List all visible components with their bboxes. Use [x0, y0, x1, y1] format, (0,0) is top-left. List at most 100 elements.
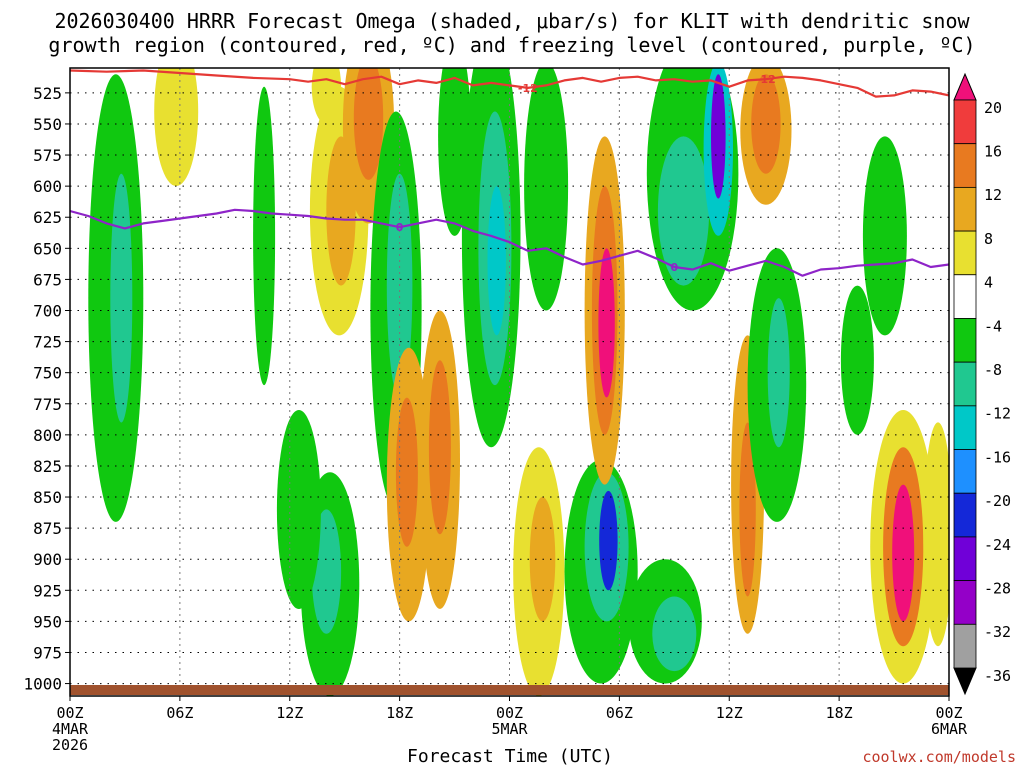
colorbar-label-12: -32 — [984, 623, 1011, 641]
colorbar-label-10: -24 — [984, 536, 1011, 554]
y-tick-label-575: 575 — [33, 146, 62, 165]
x-tick-label-36-1: 12Z — [716, 704, 743, 722]
omega-region-2 — [154, 68, 199, 187]
omega-region-3 — [253, 86, 276, 386]
y-tick-label-850: 850 — [33, 488, 62, 507]
x-tick-label-24-2: 5MAR — [491, 720, 528, 738]
y-tick-label-900: 900 — [33, 550, 62, 569]
x-tick-label-18-1: 18Z — [386, 704, 413, 722]
omega-region-41 — [862, 136, 907, 336]
y-tick-label-750: 750 — [33, 364, 62, 383]
colorbar-label-6: -8 — [984, 361, 1002, 379]
y-tick-label-700: 700 — [33, 301, 62, 320]
colorbar-label-3: 8 — [984, 230, 993, 248]
colorbar-label-1: 16 — [984, 143, 1002, 161]
grid-lines — [70, 68, 949, 696]
y-tick-label-725: 725 — [33, 333, 62, 352]
snow-growth-label-2: -12 — [756, 73, 776, 86]
x-tick-label-12-1: 12Z — [276, 704, 303, 722]
colorbar-label-13: -36 — [984, 667, 1011, 685]
chart-title-line2: growth region (contoured, red, ºC) and f… — [48, 33, 975, 57]
y-tick-label-650: 650 — [33, 239, 62, 258]
colorbar-swatch-4 — [953, 274, 977, 319]
x-tick-label-48-2: 6MAR — [931, 720, 968, 738]
omega-region-48 — [652, 596, 697, 672]
contour-lines: -12 -12 0 0 — [70, 69, 949, 277]
y-tick-label-625: 625 — [33, 208, 62, 227]
y-tick-label-675: 675 — [33, 270, 62, 289]
colorbar-bottom-triangle — [953, 667, 977, 696]
colorbar-label-11: -28 — [984, 580, 1011, 598]
x-tick-label-6-1: 06Z — [166, 704, 193, 722]
omega-region-1 — [110, 173, 133, 423]
omega-region-8 — [353, 68, 384, 180]
omega-region-36 — [739, 422, 756, 597]
omega-region-30 — [598, 248, 615, 398]
y-tick-label-525: 525 — [33, 84, 62, 103]
y-tick-label-825: 825 — [33, 457, 62, 476]
omega-region-27 — [599, 490, 618, 591]
colorbar-label-5: -4 — [984, 317, 1002, 335]
x-tick-label-24-1: 00Z — [496, 704, 523, 722]
omega-region-46 — [923, 422, 949, 647]
y-tick-label-550: 550 — [33, 115, 62, 134]
omega-region-42 — [840, 285, 874, 435]
colorbar-swatch-3 — [953, 230, 977, 276]
x-tick-label-0-2: 4MAR — [52, 720, 89, 738]
omega-region-34 — [711, 74, 726, 199]
colorbar: 20 16 12 8 4 -4 -8 -12 -16 -20 -24 -28 -32 -36 — [953, 72, 1011, 696]
snow-growth-contour-minus12 — [70, 69, 949, 98]
colorbar-swatch-11 — [953, 580, 977, 625]
y-tick-label-600: 600 — [33, 177, 62, 196]
omega-region-14 — [428, 360, 451, 535]
colorbar-swatch-6 — [953, 361, 977, 407]
ground-strip — [70, 685, 949, 695]
omega-region-40 — [767, 298, 790, 448]
x-tick-label-48-1: 00Z — [935, 704, 962, 722]
colorbar-swatch-1 — [953, 143, 977, 188]
y-tick-label-975: 975 — [33, 643, 62, 662]
x-tick-label-0-1: 00Z — [56, 704, 83, 722]
x-tick-label-42-1: 18Z — [826, 704, 853, 722]
y-tick-label-775: 775 — [33, 395, 62, 414]
y-tick-label-925: 925 — [33, 581, 62, 600]
chart-title-line1: 2026030400 HRRR Forecast Omega (shaded, … — [54, 9, 970, 33]
omega-region-17 — [276, 410, 321, 609]
freezing-label-2: 0 — [670, 261, 678, 274]
colorbar-swatch-0 — [953, 99, 977, 145]
colorbar-label-8: -16 — [984, 448, 1011, 466]
colorbar-swatch-9 — [953, 492, 977, 538]
plot-area: -12 -12 0 0 — [69, 67, 950, 697]
colorbar-label-4: 4 — [984, 274, 993, 292]
omega-region-22 — [524, 68, 569, 311]
colorbar-label-0: 20 — [984, 99, 1002, 117]
colorbar-swatch-12 — [953, 623, 977, 669]
credit-text: coolwx.com/models — [862, 748, 1016, 766]
colorbar-top-triangle — [953, 72, 977, 101]
omega-region-45 — [892, 484, 915, 622]
omega-shading — [88, 68, 949, 696]
colorbar-label-7: -12 — [984, 405, 1011, 423]
x-tick-label-30-1: 06Z — [606, 704, 633, 722]
colorbar-swatch-2 — [953, 186, 977, 232]
y-tick-label-1000: 1000 — [23, 675, 62, 694]
colorbar-swatch-7 — [953, 405, 977, 450]
x-axis-label: Forecast Time (UTC) — [407, 746, 613, 767]
colorbar-label-9: -20 — [984, 492, 1011, 510]
omega-region-38 — [751, 74, 781, 174]
snow-growth-label-1: -12 — [518, 82, 538, 95]
colorbar-swatch-5 — [953, 318, 977, 363]
freezing-label-1: 0 — [396, 221, 404, 234]
y-tick-label-875: 875 — [33, 519, 62, 538]
y-tick-label-950: 950 — [33, 612, 62, 631]
omega-region-21 — [487, 186, 506, 336]
freezing-level-contour-0c — [70, 208, 949, 277]
x-tick-label-0-3: 2026 — [52, 736, 88, 754]
colorbar-swatch-10 — [953, 536, 977, 582]
y-tick-label-800: 800 — [33, 426, 62, 445]
y-axis: 525 550 575 600 625 650 675 700 725 750 775 800 825 8… — [23, 84, 70, 694]
colorbar-label-2: 12 — [984, 186, 1002, 204]
colorbar-swatch-8 — [953, 449, 977, 494]
